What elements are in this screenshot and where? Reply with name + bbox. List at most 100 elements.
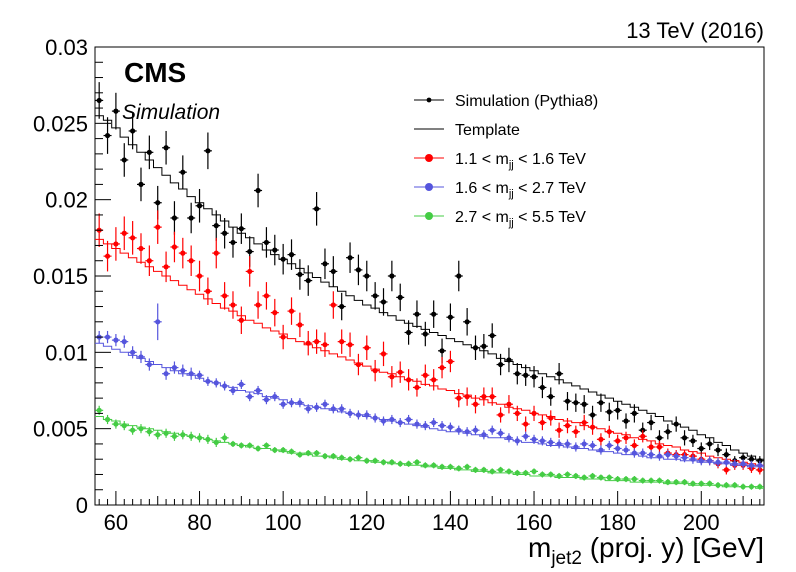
data-point <box>606 429 612 435</box>
data-point <box>422 462 428 468</box>
data-point <box>523 433 529 439</box>
data-point <box>531 468 537 475</box>
data-point <box>355 412 362 418</box>
data-point <box>355 267 362 273</box>
data-point <box>681 435 688 441</box>
status-label: Simulation <box>122 101 220 124</box>
data-point <box>113 337 119 343</box>
y-tick-label: 0.01 <box>45 340 88 365</box>
data-point <box>121 423 127 429</box>
template-line-mjj-1.6-2.7 <box>95 342 764 468</box>
legend: Simulation (Pythia8) Template 1.1 < mjj < … <box>414 93 598 229</box>
data-point <box>247 268 253 275</box>
data-point <box>439 464 445 470</box>
data-point <box>506 401 512 407</box>
data-point <box>347 255 353 261</box>
data-point <box>104 132 111 139</box>
y-tick-label: 0.005 <box>33 417 88 442</box>
data-point <box>431 462 437 468</box>
data-point <box>196 435 203 441</box>
data-point <box>339 406 345 412</box>
data-point <box>539 384 545 391</box>
data-point <box>255 187 261 194</box>
data-point <box>598 400 604 406</box>
data-point <box>464 394 470 400</box>
data-point <box>104 253 111 259</box>
data-point <box>130 427 136 433</box>
data-point <box>146 258 152 264</box>
data-point <box>606 442 612 449</box>
data-point <box>339 339 345 345</box>
data-point <box>573 429 579 435</box>
data-point <box>648 477 654 484</box>
data-point <box>748 456 755 462</box>
plot-area <box>94 46 765 506</box>
data-point <box>456 465 462 471</box>
data-point <box>648 452 654 458</box>
data-point <box>213 439 219 446</box>
data-point <box>280 447 286 453</box>
data-point <box>230 441 236 447</box>
data-point <box>431 419 437 426</box>
data-point <box>171 215 178 221</box>
data-point <box>380 459 387 465</box>
data-point <box>481 432 487 438</box>
data-point <box>581 419 587 426</box>
data-point <box>422 331 428 337</box>
legend-marker <box>425 212 433 220</box>
data-point <box>489 394 495 400</box>
data-point <box>573 444 579 450</box>
y-tick-label: 0.015 <box>33 264 88 289</box>
data-point <box>372 368 378 374</box>
data-point <box>489 332 495 339</box>
data-point <box>548 394 554 400</box>
data-point <box>447 464 454 470</box>
data-point <box>748 484 755 490</box>
data-point <box>213 223 219 229</box>
data-point <box>523 421 529 427</box>
data-point <box>757 484 763 490</box>
data-point <box>372 415 378 421</box>
data-point <box>456 273 462 279</box>
data-point <box>598 447 604 453</box>
data-point <box>213 380 219 386</box>
data-point <box>623 476 629 482</box>
data-point <box>230 302 236 308</box>
data-point <box>564 423 571 429</box>
data-point <box>138 426 144 432</box>
data-point <box>364 412 370 418</box>
experiment-label: CMS <box>124 57 186 88</box>
data-point <box>205 378 211 384</box>
data-point <box>280 401 286 407</box>
x-tick-label: 80 <box>187 510 211 535</box>
data-point <box>740 484 746 490</box>
data-point <box>514 438 520 444</box>
data-point <box>715 447 721 453</box>
data-point <box>414 384 420 391</box>
data-point <box>707 458 713 464</box>
data-point <box>238 226 244 232</box>
x-tick-label: 200 <box>683 510 720 535</box>
data-point <box>623 447 629 453</box>
x-axis-title-rest: (proj. y) [GeV] <box>582 532 764 563</box>
data-point <box>297 400 303 406</box>
data-point <box>397 369 403 375</box>
data-point <box>96 407 102 413</box>
data-point <box>146 149 152 155</box>
data-point <box>464 319 470 325</box>
data-point <box>113 421 119 427</box>
template-line-inclusive <box>95 115 764 460</box>
data-point <box>723 459 729 465</box>
data-point <box>489 468 495 475</box>
data-point <box>272 447 278 453</box>
data-point <box>589 442 596 449</box>
data-point <box>606 474 612 481</box>
data-point <box>364 273 370 279</box>
data-point <box>196 203 203 209</box>
data-point <box>707 441 713 447</box>
data-point <box>456 395 462 401</box>
data-point <box>514 371 520 377</box>
data-point <box>472 345 479 351</box>
data-point <box>656 444 663 450</box>
data-point <box>481 394 487 400</box>
